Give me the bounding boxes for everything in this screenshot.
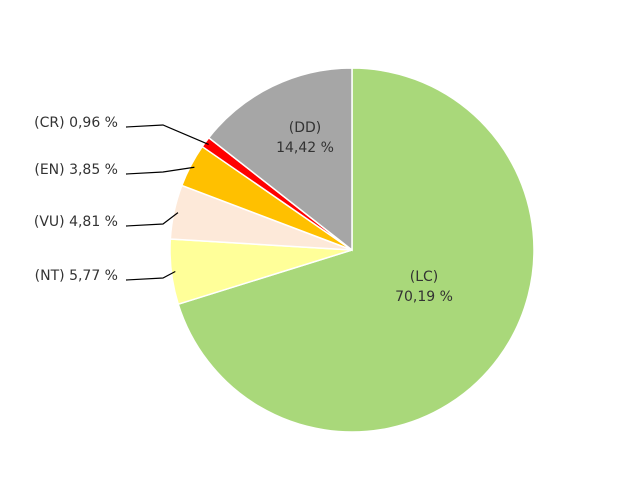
slice-label: (DD) 14,42 % [276, 120, 334, 156]
value-label: 0,96 % [69, 115, 118, 131]
slice-label: (NT) 5,77 % [35, 268, 118, 284]
category-label: (CR) [34, 115, 64, 131]
slice-label: (VU) 4,81 % [34, 214, 118, 230]
value-label: 14,42 % [276, 140, 334, 156]
pie-slice [177, 67, 535, 433]
slice-label: (LC) 70,19 % [395, 269, 453, 305]
leader-line [125, 124, 209, 146]
slice-label: (EN) 3,85 % [34, 162, 118, 178]
category-label: (VU) [34, 214, 65, 230]
value-label: 70,19 % [395, 289, 453, 305]
category-label: (EN) [34, 162, 64, 178]
value-label: 3,85 % [69, 162, 118, 178]
value-label: 5,77 % [69, 268, 118, 284]
category-label: (NT) [35, 268, 65, 284]
leader-line [125, 212, 179, 227]
leader-line [125, 166, 195, 175]
leader-line [125, 270, 176, 281]
category-label: (DD) [289, 120, 321, 136]
value-label: 4,81 % [69, 214, 118, 230]
pie-slice [207, 67, 353, 252]
category-label: (LC) [410, 269, 439, 285]
slice-label: (CR) 0,96 % [34, 115, 118, 131]
